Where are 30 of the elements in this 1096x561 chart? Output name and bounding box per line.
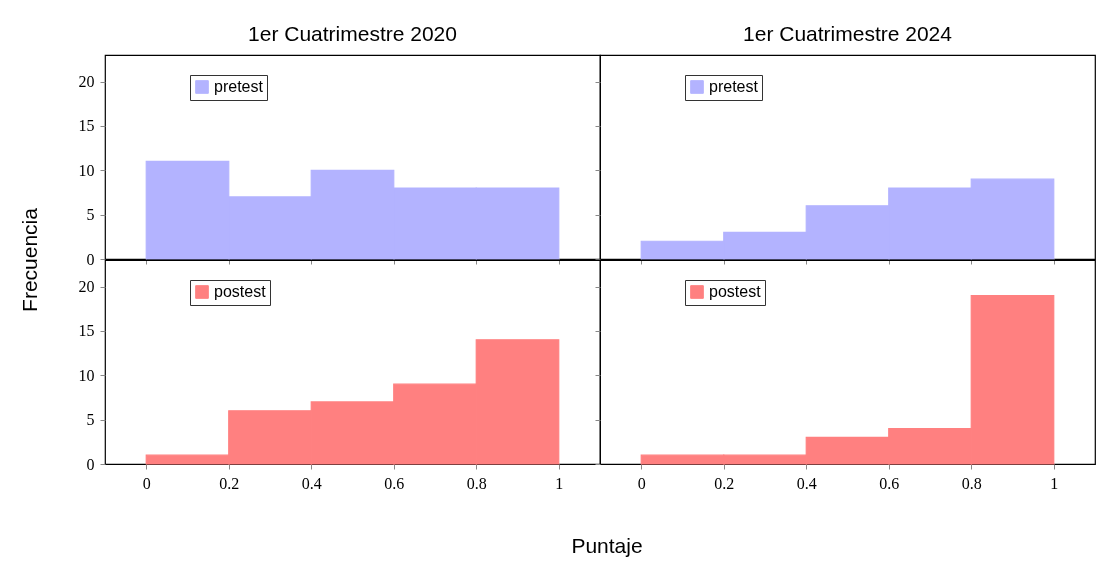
y-tick-label: 5 (86, 411, 95, 429)
x-axis-title: Puntaje (571, 534, 643, 558)
y-tick-label: 5 (86, 206, 95, 224)
y-tick-label: 20 (78, 73, 95, 91)
chart-title: 1er Cuatrimestre 2020 (248, 22, 457, 45)
y-tick-label: 10 (78, 366, 95, 384)
x-tick-label: 0.4 (301, 474, 322, 492)
x-tick-label: 0.8 (961, 474, 982, 492)
legend-label: postest (214, 283, 267, 300)
legend-label: pretest (214, 78, 264, 95)
x-tick-label: 0 (142, 474, 151, 492)
y-tick-label: 15 (78, 117, 95, 135)
x-tick-label: 0 (637, 474, 646, 492)
x-tick-label: 1 (555, 474, 564, 492)
y-tick-label: 20 (78, 278, 95, 296)
y-tick-label: 15 (78, 322, 95, 340)
y-tick-label: 0 (86, 455, 95, 473)
x-tick-label: 0.6 (384, 474, 405, 492)
y-tick-label: 0 (86, 250, 95, 268)
x-tick-label: 0.6 (879, 474, 900, 492)
legend-label: postest (709, 283, 762, 300)
x-tick-label: 0.8 (466, 474, 487, 492)
x-tick-label: 0.4 (796, 474, 817, 492)
chart-title: 1er Cuatrimestre 2024 (743, 22, 953, 45)
y-axis-title: Frecuencia (18, 208, 42, 312)
x-tick-label: 0.2 (219, 474, 240, 492)
x-tick-label: 0.2 (714, 474, 735, 492)
y-tick-label: 10 (78, 161, 95, 179)
x-tick-label: 1 (1050, 474, 1059, 492)
legend-label: pretest (709, 78, 759, 95)
